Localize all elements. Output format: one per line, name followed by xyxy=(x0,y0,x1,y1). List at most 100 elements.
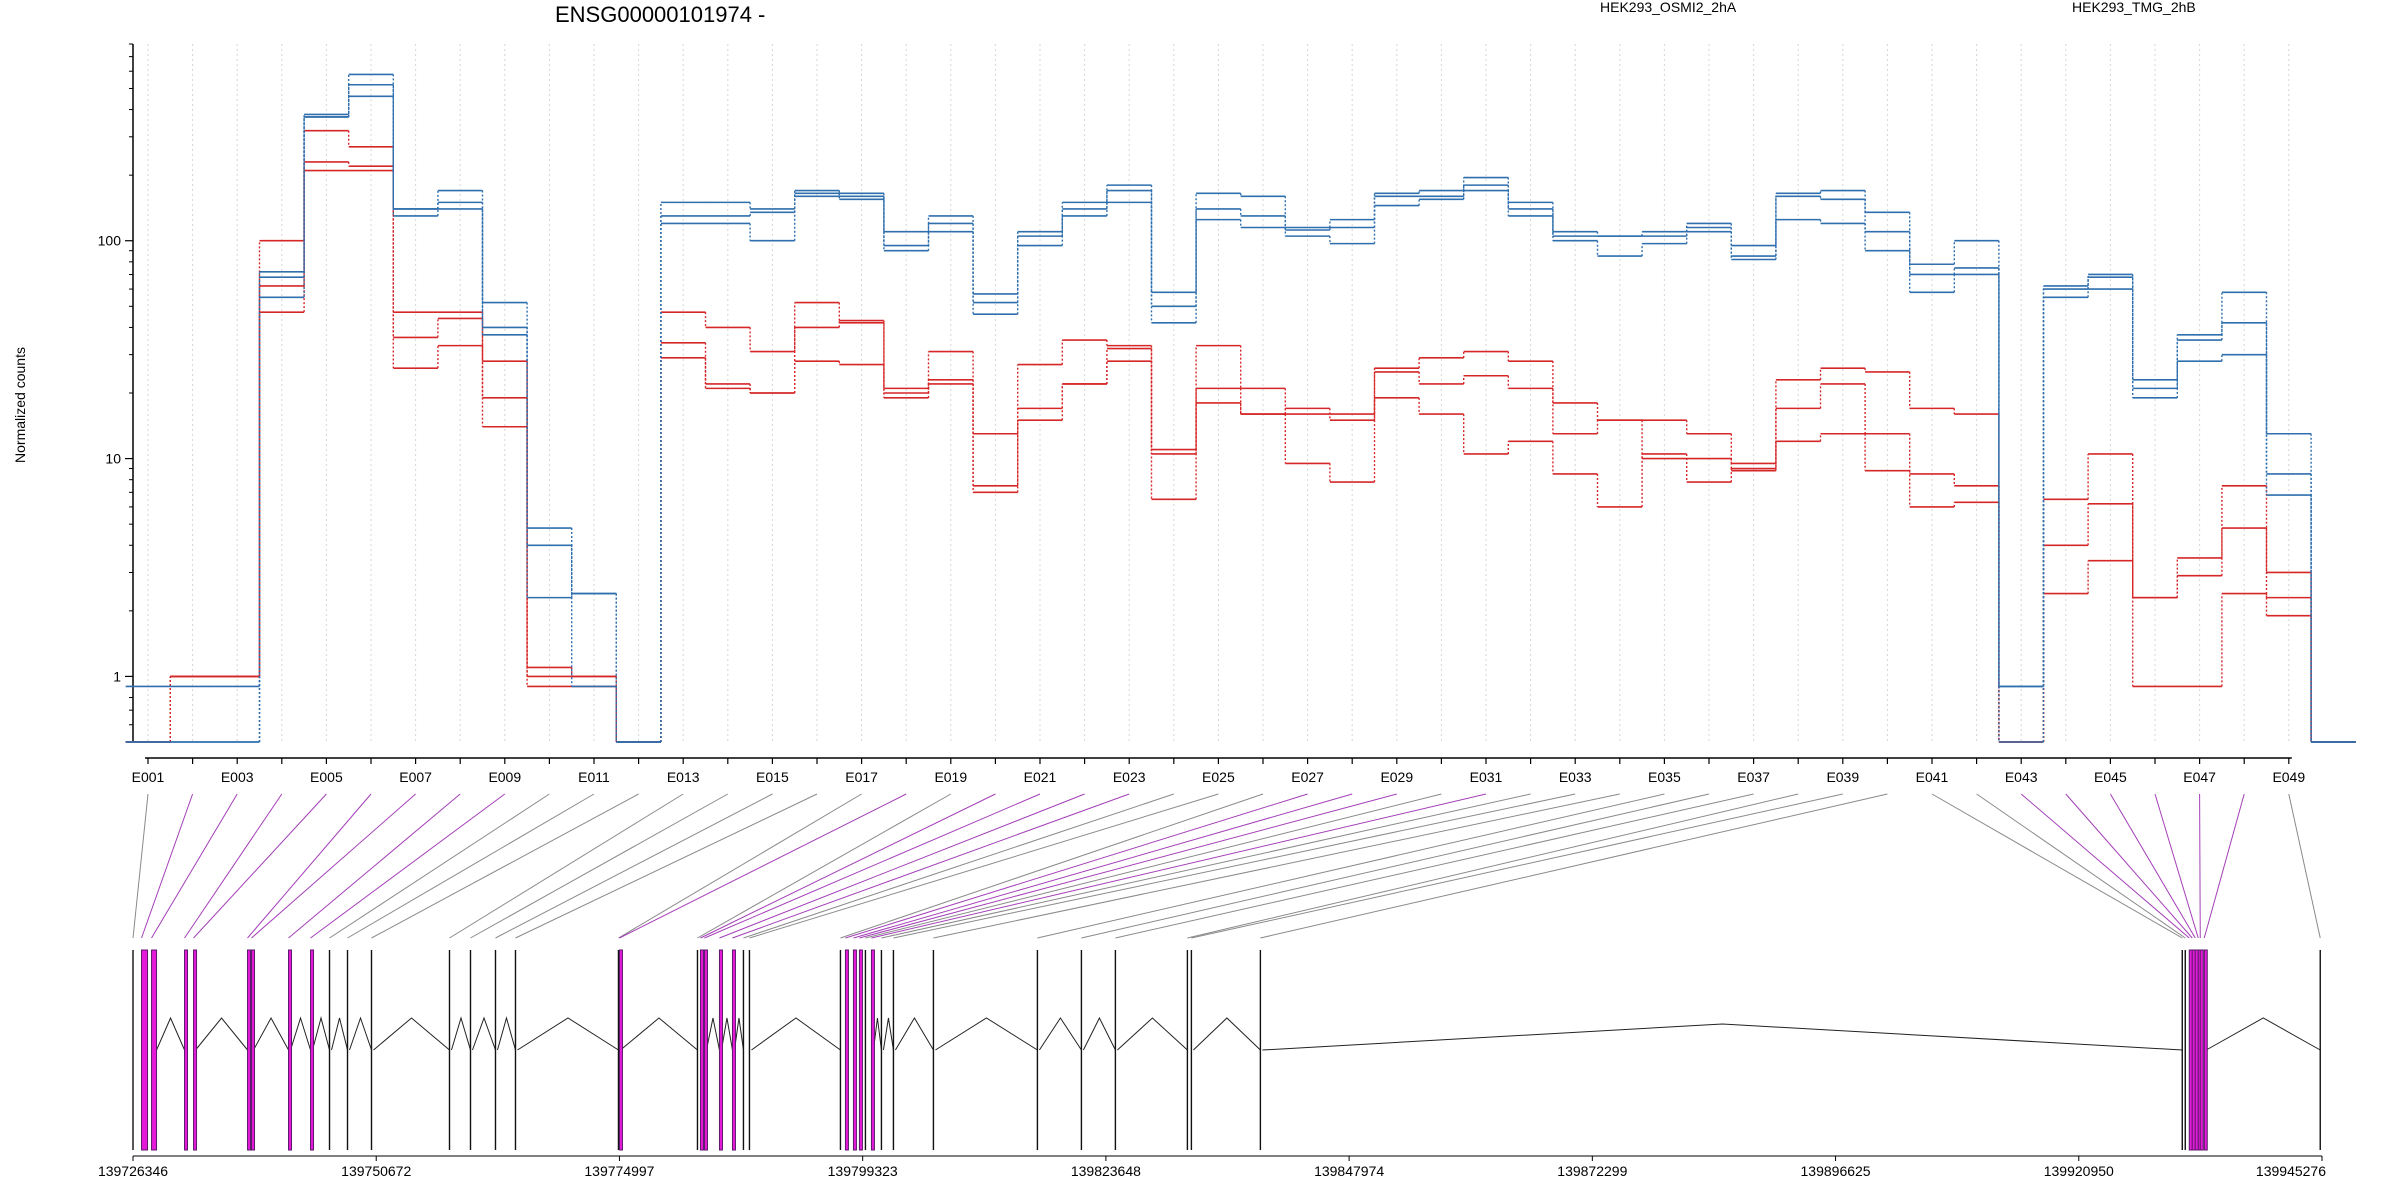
exon-connector xyxy=(1115,793,1754,939)
exon-box-highlighted xyxy=(288,949,293,1151)
exon-connector xyxy=(347,793,595,939)
x-tick-label: E011 xyxy=(578,769,610,785)
x-tick-label: E035 xyxy=(1648,769,1681,785)
exon-connector xyxy=(495,793,773,939)
exon-box-highlighted xyxy=(870,949,875,1151)
exon-connector xyxy=(310,793,506,939)
exon-box-highlighted xyxy=(141,949,149,1151)
x-tick-label: E047 xyxy=(2183,769,2216,785)
exon-connector xyxy=(700,793,996,939)
x-tick-label: E013 xyxy=(667,769,700,785)
exon-ticks: E001 E003 E005 E007 E009 E011 E013 E015 E017 E019… xyxy=(132,757,2305,785)
intron-junction xyxy=(2206,1017,2321,1051)
exon-connector xyxy=(1931,793,2183,939)
x-tick-label: E009 xyxy=(488,769,521,785)
exon-connector xyxy=(470,793,729,939)
exon-box-highlighted xyxy=(844,949,849,1151)
exon-connector xyxy=(251,793,416,939)
exon-connectors xyxy=(132,793,2321,939)
exon-connector xyxy=(2288,793,2321,939)
exon-connector xyxy=(1081,793,1710,939)
series-line xyxy=(125,169,2356,743)
exon-connector xyxy=(1187,793,1799,939)
exon-connector xyxy=(1191,793,1843,939)
exon-connector xyxy=(881,793,1531,939)
x-tick-label: E049 xyxy=(2272,769,2305,785)
exon-box-highlighted xyxy=(852,949,857,1151)
exon-box-highlighted xyxy=(731,949,736,1151)
exon-box-highlighted xyxy=(703,949,708,1151)
x-tick-label: E019 xyxy=(934,769,967,785)
intron-junction xyxy=(497,1016,516,1051)
y-tick-label: 10 xyxy=(105,451,121,467)
series-layer xyxy=(125,73,2356,743)
x-tick-label: E017 xyxy=(845,769,878,785)
intron-junction xyxy=(290,1016,311,1051)
coordinate-label: 139799323 xyxy=(828,1163,898,1179)
legend-label-tmg: HEK293_TMG_2hB xyxy=(2072,0,2196,15)
x-tick-label: E031 xyxy=(1470,769,1503,785)
exon-connector xyxy=(865,793,1442,939)
intron-junction xyxy=(156,1016,185,1051)
coordinate-label: 139872299 xyxy=(1557,1163,1627,1179)
x-tick-label: E029 xyxy=(1380,769,1413,785)
exon-connector xyxy=(743,793,1174,939)
exon-connector xyxy=(2065,793,2193,939)
exon-connector xyxy=(288,793,461,939)
exon-connector xyxy=(2109,793,2196,939)
exon-connector xyxy=(619,793,907,939)
exon-box-highlighted xyxy=(2203,949,2208,1151)
intron-junction xyxy=(472,1016,496,1051)
exon-connector xyxy=(719,793,1085,939)
grid-layer xyxy=(147,44,2290,742)
exon-connector xyxy=(2203,793,2245,939)
series-line xyxy=(125,95,2356,743)
exon-box-highlighted xyxy=(247,949,252,1151)
x-tick-label: E037 xyxy=(1737,769,1770,785)
intron-junction xyxy=(751,1017,841,1051)
x-tick-label: E039 xyxy=(1826,769,1859,785)
exon-box-highlighted xyxy=(718,949,723,1151)
exon-connector xyxy=(871,793,1487,939)
legend-label-osmi2: HEK293_OSMI2_2hA xyxy=(1600,0,1737,15)
exon-connector xyxy=(1260,793,1888,939)
exon-connector xyxy=(184,793,283,939)
exon-connector xyxy=(247,793,372,939)
x-tick-label: E025 xyxy=(1202,769,1235,785)
intron-junction xyxy=(373,1017,450,1051)
x-tick-label: E023 xyxy=(1113,769,1146,785)
y-axis-title: Normalized counts xyxy=(12,347,28,463)
y-tick-label: 100 xyxy=(98,233,122,249)
intron-junction xyxy=(1262,1023,2183,1051)
exon-connector xyxy=(618,793,862,939)
exon-connector xyxy=(893,793,1576,939)
intron-junction xyxy=(895,1017,934,1051)
exon-box-highlighted xyxy=(151,949,158,1151)
x-tick-label: E007 xyxy=(399,769,432,785)
x-tick-label: E045 xyxy=(2094,769,2127,785)
exon-connector xyxy=(732,793,1130,939)
x-tick-label: E003 xyxy=(221,769,254,785)
x-tick-label: E005 xyxy=(310,769,343,785)
x-tick-label: E033 xyxy=(1559,769,1592,785)
intron-junction xyxy=(1117,1017,1188,1051)
exon-connector xyxy=(853,793,1353,939)
exon-connector xyxy=(515,793,818,939)
intron-junction xyxy=(349,1016,372,1051)
exon-connector xyxy=(845,793,1308,939)
exon-box-highlighted xyxy=(310,949,315,1151)
coordinate-label: 139750672 xyxy=(341,1163,411,1179)
exon-box-highlighted xyxy=(618,949,623,1151)
exon-box-highlighted xyxy=(858,949,863,1151)
exon-box-highlighted xyxy=(184,949,189,1151)
intron-junction xyxy=(720,1017,733,1051)
exon-connector xyxy=(859,793,1397,939)
intron-junction xyxy=(451,1016,471,1051)
exon-box-highlighted xyxy=(699,949,704,1151)
exon-box-highlighted xyxy=(193,949,198,1151)
coordinate-label: 139774997 xyxy=(584,1163,654,1179)
exon-connector xyxy=(1037,793,1665,939)
intron-junction xyxy=(1193,1017,1261,1051)
gene-model xyxy=(132,949,2321,1151)
x-tick-label: E027 xyxy=(1291,769,1324,785)
